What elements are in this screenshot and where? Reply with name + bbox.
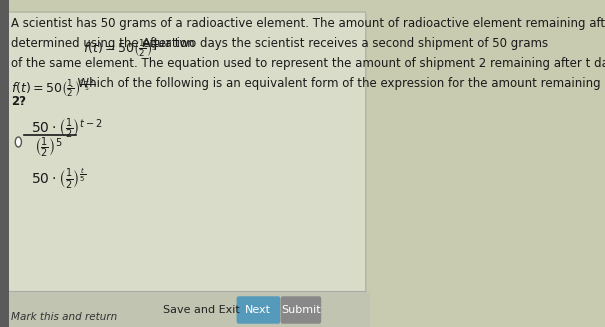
Text: $f(t) = 50\left(\frac{1}{2}\right)^{\frac{t-2}{5}}$: $f(t) = 50\left(\frac{1}{2}\right)^{\fra…	[11, 77, 96, 99]
Text: determined using the equation: determined using the equation	[11, 37, 195, 50]
Text: A scientist has 50 grams of a radioactive element. The amount of radioactive ele: A scientist has 50 grams of a radioactiv…	[11, 17, 605, 30]
Circle shape	[15, 137, 21, 147]
Text: . Which of the following is an equivalent form of the expression for the amount : . Which of the following is an equivalen…	[70, 77, 605, 90]
Text: $\left(\frac{1}{2}\right)^{5}$: $\left(\frac{1}{2}\right)^{5}$	[34, 136, 62, 160]
Text: $50 \cdot \left(\frac{1}{2}\right)^{\frac{t}{5}}$: $50 \cdot \left(\frac{1}{2}\right)^{\fra…	[31, 167, 86, 191]
Text: Save and Exit: Save and Exit	[163, 305, 240, 315]
Text: Mark this and return: Mark this and return	[11, 312, 117, 322]
Text: $f(t) = 50\left(\frac{1}{2}\right)^{\frac{t}{5}}$: $f(t) = 50\left(\frac{1}{2}\right)^{\fra…	[82, 37, 157, 59]
Text: 2?: 2?	[11, 95, 26, 108]
Text: of the same element. The equation used to represent the amount of shipment 2 rem: of the same element. The equation used t…	[11, 57, 605, 70]
FancyBboxPatch shape	[237, 297, 280, 323]
FancyBboxPatch shape	[281, 297, 321, 323]
Text: Submit: Submit	[281, 305, 321, 315]
Text: . After two days the scientist receives a second shipment of 50 grams: . After two days the scientist receives …	[134, 37, 548, 50]
Bar	[0, 292, 370, 327]
Text: $50 \cdot \left(\frac{1}{2}\right)^{t-2}$: $50 \cdot \left(\frac{1}{2}\right)^{t-2}…	[31, 117, 102, 141]
Bar	[0, 0, 8, 327]
Text: Next: Next	[245, 305, 271, 315]
FancyBboxPatch shape	[4, 12, 366, 321]
